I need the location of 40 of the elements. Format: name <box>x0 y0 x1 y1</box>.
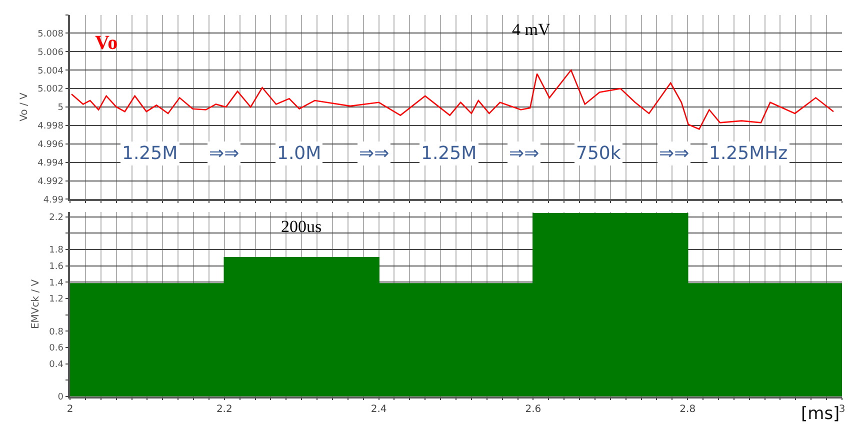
annotation: ⇒⇒ <box>659 143 690 164</box>
x-axis-title: [ms] <box>801 404 840 424</box>
x-tick-label: 2.2 <box>216 404 232 416</box>
y-tick-label: 5.008 <box>38 29 64 40</box>
y-tick-label: 5.006 <box>38 48 64 58</box>
y-tick-label: 0.6 <box>49 344 64 354</box>
y-tick-label: 5.004 <box>38 66 64 76</box>
x-tick-label: 2.8 <box>680 404 696 416</box>
annotation: ⇒⇒ <box>509 143 540 164</box>
line-series <box>70 69 834 130</box>
annotation: 1.25M <box>421 143 477 164</box>
y-tick-label: 0.8 <box>49 327 64 338</box>
y-tick-label: 5.002 <box>38 84 64 95</box>
annotation: ⇒⇒ <box>359 143 390 164</box>
x-tick-label: 2 <box>66 404 74 416</box>
text: Vo <box>95 32 118 54</box>
annotation: 750k <box>576 143 622 164</box>
y-tick-label: 4.998 <box>38 122 64 132</box>
y-axis-title: Vo / V <box>19 92 30 122</box>
annotation: 1.0M <box>277 143 322 164</box>
y-tick-label: 5 <box>58 103 64 114</box>
y-tick-label: 4.99 <box>43 195 64 206</box>
y-tick-label: 0 <box>58 392 64 403</box>
y-tick-label: 4.992 <box>38 176 64 187</box>
y-tick-label: 1.6 <box>49 262 64 272</box>
y-tick-label: 4.996 <box>38 140 64 150</box>
y-tick-label: 1.4 <box>49 278 64 288</box>
y-tick-label: 4.994 <box>38 158 64 168</box>
x-tick-label: 2.4 <box>370 404 387 416</box>
x-tick-label: 2.6 <box>525 404 542 416</box>
x-tick-label: 3 <box>838 404 846 416</box>
annotation: 200us <box>281 217 322 236</box>
annotation: 1.25MHz <box>709 143 788 164</box>
y-tick-label: 2.2 <box>49 213 64 224</box>
annotation: 1.25M <box>122 143 178 164</box>
y-tick-label: 0.4 <box>49 360 64 370</box>
y-tick-label: 1.2 <box>49 294 64 305</box>
annotation: ⇒⇒ <box>209 143 240 164</box>
y-axis-title: EMVck / V <box>30 279 42 330</box>
y-tick-label: 1.8 <box>49 246 64 256</box>
